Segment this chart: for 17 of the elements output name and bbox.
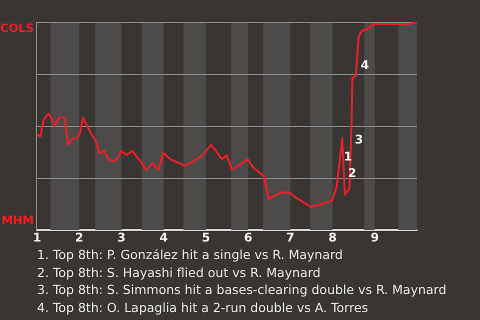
x-tick-label: 9 [370,230,379,244]
text: COLS [0,21,34,35]
x-tick-label: 3 [117,230,126,244]
x-tick-label: 2 [75,230,84,244]
x-tick-label: 7 [286,230,295,244]
text: 4. Top 8th: O. Lapaglia hit a 2-run double vs A. Torres [37,298,370,316]
annotation: 4 [360,58,369,72]
text: 1. Top 8th: P. González hit a single vs R. Maynard [37,246,344,264]
x-tick-label: 8 [328,230,337,244]
annotation: 3 [354,132,364,147]
text: MHM [1,213,34,227]
text: 2. Top 8th: S. Hayashi flied out vs R. Maynard [37,264,322,281]
text: 3. Top 8th: S. Simmons hit a bases-clearing double vs R. Maynard [37,281,446,298]
x-tick-label: 6 [244,230,252,244]
x-tick-label: 4 [159,230,168,244]
x-tick-label: 1 [32,230,42,244]
x-tick-label: 5 [202,230,210,244]
